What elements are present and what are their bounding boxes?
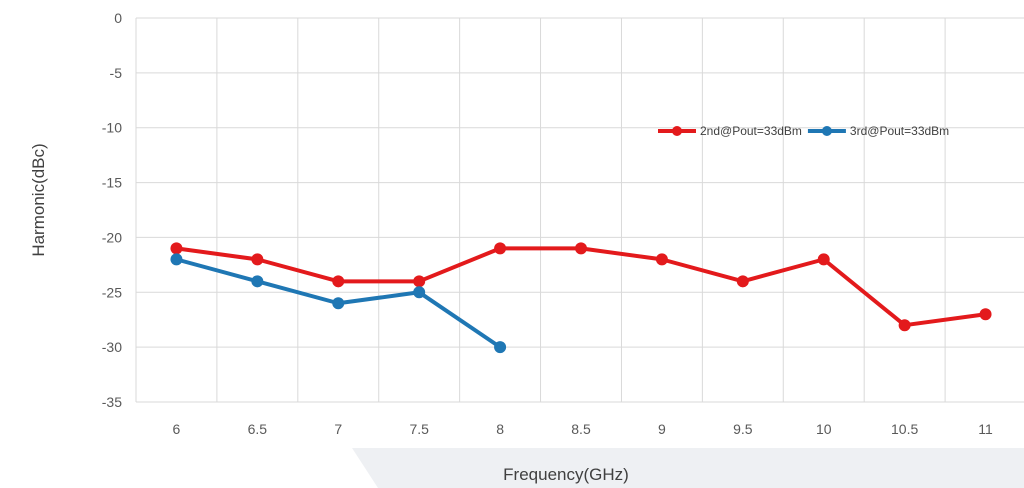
legend-label: 3rd@Pout=33dBm bbox=[850, 124, 949, 138]
x-tick-label: 10 bbox=[816, 421, 832, 437]
x-tick-label: 10.5 bbox=[891, 421, 918, 437]
data-point bbox=[170, 242, 183, 255]
data-point bbox=[575, 242, 587, 255]
data-point bbox=[817, 253, 830, 266]
y-tick-label: -10 bbox=[102, 120, 122, 136]
legend-label: 2nd@Pout=33dBm bbox=[700, 124, 802, 138]
y-axis-title: Harmonic(dBc) bbox=[29, 143, 48, 256]
x-tick-label: 7 bbox=[334, 421, 342, 437]
data-point bbox=[979, 308, 992, 321]
y-tick-label: -35 bbox=[102, 394, 122, 410]
data-point bbox=[655, 253, 668, 266]
x-tick-label: 7.5 bbox=[409, 421, 429, 437]
y-tick-label: 0 bbox=[114, 10, 122, 26]
grid bbox=[135, 17, 1024, 403]
y-tick-label: -15 bbox=[102, 175, 122, 191]
x-tick-label: 8 bbox=[496, 421, 504, 437]
y-tick-label: -30 bbox=[102, 339, 122, 355]
data-point bbox=[413, 286, 426, 299]
y-tick-label: -25 bbox=[102, 284, 122, 300]
y-tick-label: -5 bbox=[110, 65, 123, 81]
data-point bbox=[494, 341, 507, 354]
x-tick-label: 9 bbox=[658, 421, 666, 437]
legend: 2nd@Pout=33dBm 3rd@Pout=33dBm bbox=[658, 124, 949, 138]
x-tick-label: 11 bbox=[978, 421, 993, 437]
data-point bbox=[251, 253, 264, 266]
data-point bbox=[898, 319, 911, 332]
y-tick-labels: 0 -5 -10 -15 -20 -25 -30 -35 bbox=[102, 10, 122, 410]
x-tick-label: 6.5 bbox=[248, 421, 268, 437]
legend-swatch-marker bbox=[821, 126, 832, 136]
series-group bbox=[170, 242, 992, 354]
data-point bbox=[170, 253, 183, 266]
data-point bbox=[413, 275, 426, 288]
x-tick-label: 9.5 bbox=[733, 421, 753, 437]
legend-swatch-marker bbox=[672, 126, 682, 136]
data-point bbox=[332, 275, 345, 288]
x-tick-label: 8.5 bbox=[571, 421, 591, 437]
x-axis-title: Frequency(GHz) bbox=[503, 465, 629, 484]
footer-band bbox=[352, 448, 1024, 488]
data-point bbox=[736, 275, 749, 288]
x-tick-label: 6 bbox=[173, 421, 181, 437]
y-tick-label: -20 bbox=[102, 229, 122, 245]
data-point bbox=[332, 297, 345, 310]
data-point bbox=[251, 275, 264, 288]
data-point bbox=[494, 242, 507, 255]
x-tick-labels: 6 6.5 7 7.5 8 8.5 9 9.5 10 10.5 11 bbox=[173, 421, 993, 437]
